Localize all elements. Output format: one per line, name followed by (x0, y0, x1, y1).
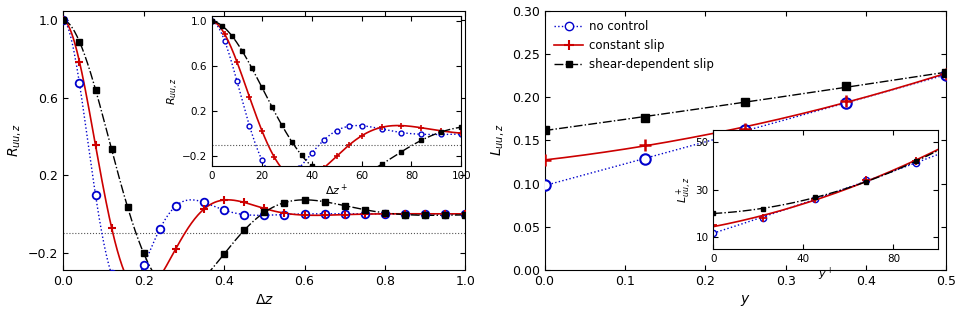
Y-axis label: $L_{uu,z}$: $L_{uu,z}$ (488, 124, 505, 156)
Legend: no control, constant slip, shear-dependent slip: no control, constant slip, shear-depende… (550, 16, 717, 74)
X-axis label: $y$: $y$ (739, 294, 750, 308)
X-axis label: $\Delta z$: $\Delta z$ (255, 294, 274, 307)
Y-axis label: $R_{uu,z}$: $R_{uu,z}$ (6, 123, 22, 157)
